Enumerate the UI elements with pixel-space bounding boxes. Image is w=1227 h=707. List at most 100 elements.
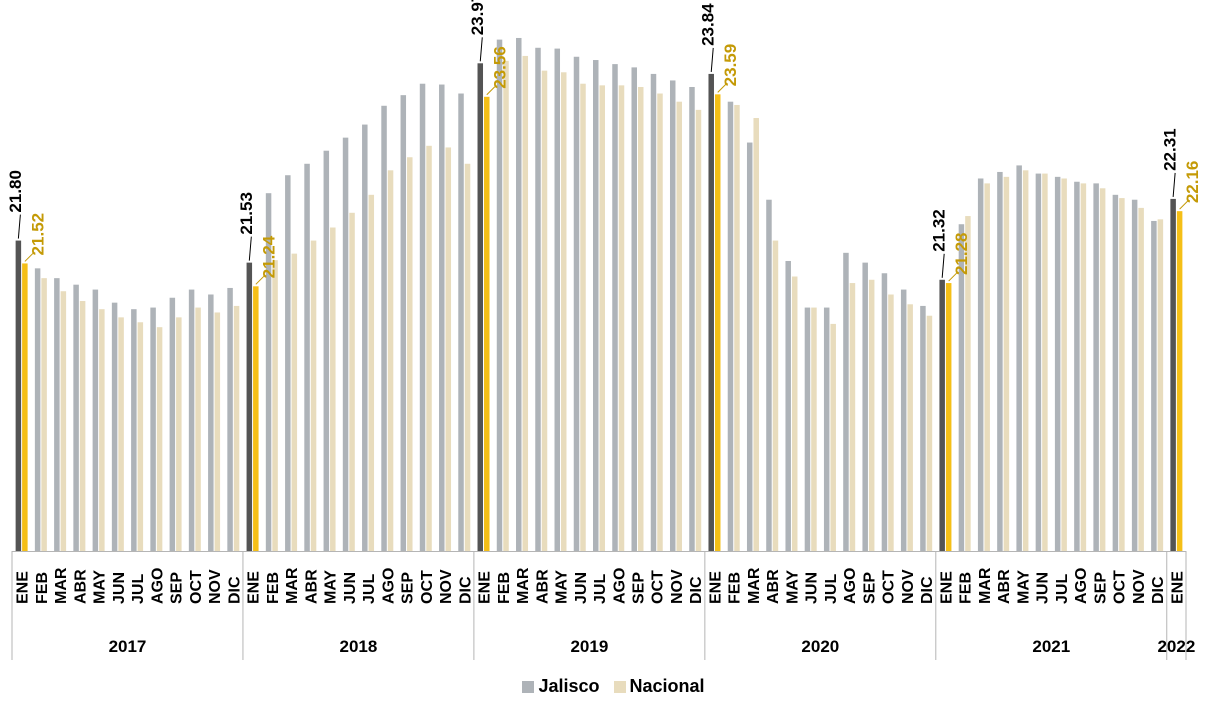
legend-item-jalisco: Jalisco: [522, 676, 600, 697]
bar-nacional-46: [907, 304, 913, 551]
data-label-jalisco-24: 23.97: [468, 0, 487, 35]
tick-label-2020-feb: FEB: [727, 572, 744, 604]
bar-nacional-13: [272, 260, 278, 551]
bar-jalisco-26: [516, 37, 522, 552]
bar-nacional-48: [945, 283, 952, 551]
bar-jalisco-4: [92, 289, 99, 551]
data-label-nacional-36: 23.59: [721, 44, 740, 87]
bar-nacional-55: [1080, 183, 1087, 551]
bar-nacional-56: [1099, 188, 1106, 552]
bar-nacional-20: [407, 157, 413, 552]
bar-nacional-15: [310, 240, 317, 551]
bar-nacional-23: [464, 163, 471, 551]
label-leader-jalisco-36: [710, 47, 714, 72]
bar-nacional-10: [214, 312, 221, 551]
tick-label-2019-sep: SEP: [630, 572, 647, 604]
tick-label-2019-abr: ABR: [534, 569, 551, 604]
bar-nacional-3: [79, 301, 86, 551]
bar-nacional-60: [1176, 211, 1183, 551]
bar-jalisco-6: [131, 309, 137, 551]
bar-nacional-19: [387, 170, 394, 551]
tick-label-2019-jul: JUL: [592, 574, 609, 604]
group-label-2018: 2018: [340, 637, 378, 656]
tick-label-2021-may: MAY: [1015, 570, 1032, 604]
bar-jalisco-49: [958, 224, 965, 552]
bar-nacional-33: [657, 93, 663, 552]
legend-item-nacional: Nacional: [613, 676, 705, 697]
bar-jalisco-40: [785, 260, 791, 551]
tick-label-2019-mar: MAR: [515, 567, 532, 604]
bar-nacional-54: [1061, 178, 1067, 552]
bar-jalisco-21: [419, 83, 426, 551]
data-label-nacional-0: 21.52: [28, 213, 47, 256]
tick-label-2018-ene: ENE: [246, 571, 263, 604]
bar-nacional-44: [868, 279, 875, 551]
bar-jalisco-10: [208, 294, 214, 551]
bar-jalisco-12: [246, 262, 253, 551]
bar-jalisco-51: [997, 171, 1003, 551]
bar-jalisco-7: [150, 307, 156, 551]
bar-jalisco-50: [977, 178, 984, 552]
bar-nacional-52: [1022, 170, 1029, 551]
bar-jalisco-48: [939, 279, 945, 551]
bar-nacional-17: [349, 212, 355, 552]
bar-nacional-0: [22, 263, 28, 551]
bar-jalisco-47: [920, 305, 926, 551]
tick-label-2020-jun: JUN: [804, 572, 821, 604]
bar-jalisco-27: [535, 47, 541, 551]
bar-nacional-7: [156, 327, 163, 551]
tick-label-2017-ago: AGO: [149, 568, 166, 604]
tick-label-2017-abr: ABR: [72, 569, 89, 604]
tick-label-2020-may: MAY: [784, 570, 801, 604]
bar-jalisco-19: [381, 105, 387, 551]
tick-label-2020-oct: OCT: [881, 570, 898, 604]
bar-nacional-8: [176, 317, 182, 551]
bar-nacional-12: [253, 286, 259, 551]
bar-jalisco-11: [227, 287, 233, 551]
data-label-nacional-48: 21.28: [952, 233, 971, 276]
bar-nacional-34: [676, 101, 682, 551]
bar-nacional-11: [233, 305, 240, 551]
tick-label-2021-ene: ENE: [938, 571, 955, 604]
tick-label-2018-dic: DIC: [457, 576, 474, 604]
tick-label-2021-jul: JUL: [1054, 574, 1071, 604]
legend: Jalisco Nacional: [0, 676, 1227, 697]
tick-label-2017-jul: JUL: [130, 574, 147, 604]
bar-jalisco-38: [746, 142, 753, 552]
data-label-jalisco-0: 21.80: [6, 170, 25, 213]
tick-label-2021-nov: NOV: [1131, 569, 1148, 604]
bar-jalisco-1: [34, 268, 41, 551]
tick-label-2018-ago: AGO: [380, 568, 397, 604]
bar-jalisco-16: [323, 150, 330, 551]
bar-jalisco-59: [1151, 220, 1157, 551]
data-label-jalisco-48: 21.32: [930, 209, 949, 252]
tick-label-2019-feb: FEB: [496, 572, 513, 604]
tick-label-2019-may: MAY: [554, 570, 571, 604]
data-label-jalisco-36: 23.84: [699, 3, 718, 46]
bar-nacional-24: [484, 96, 490, 551]
bar-nacional-38: [753, 118, 759, 551]
bar-jalisco-9: [188, 289, 195, 551]
tick-label-2019-dic: DIC: [688, 576, 705, 604]
bar-nacional-25: [503, 60, 509, 551]
bar-jalisco-18: [362, 124, 368, 551]
bar-jalisco-2: [54, 278, 60, 551]
tick-label-2017-dic: DIC: [226, 576, 243, 604]
bar-nacional-45: [888, 294, 894, 551]
bar-jalisco-14: [285, 175, 291, 551]
tick-label-2021-dic: DIC: [1150, 576, 1167, 604]
bar-jalisco-37: [727, 101, 734, 551]
tick-label-2019-jun: JUN: [573, 572, 590, 604]
bar-nacional-9: [195, 307, 201, 551]
label-leader-nacional-24: [486, 86, 496, 96]
bar-nacional-42: [830, 323, 836, 551]
tick-label-2017-oct: OCT: [188, 570, 205, 604]
data-label-jalisco-60: 22.31: [1161, 128, 1180, 171]
bar-jalisco-25: [496, 39, 503, 552]
bar-jalisco-52: [1016, 165, 1022, 551]
legend-label-jalisco: Jalisco: [538, 676, 600, 696]
bar-nacional-2: [60, 291, 67, 551]
bar-jalisco-8: [169, 297, 176, 551]
bar-nacional-39: [772, 240, 779, 551]
